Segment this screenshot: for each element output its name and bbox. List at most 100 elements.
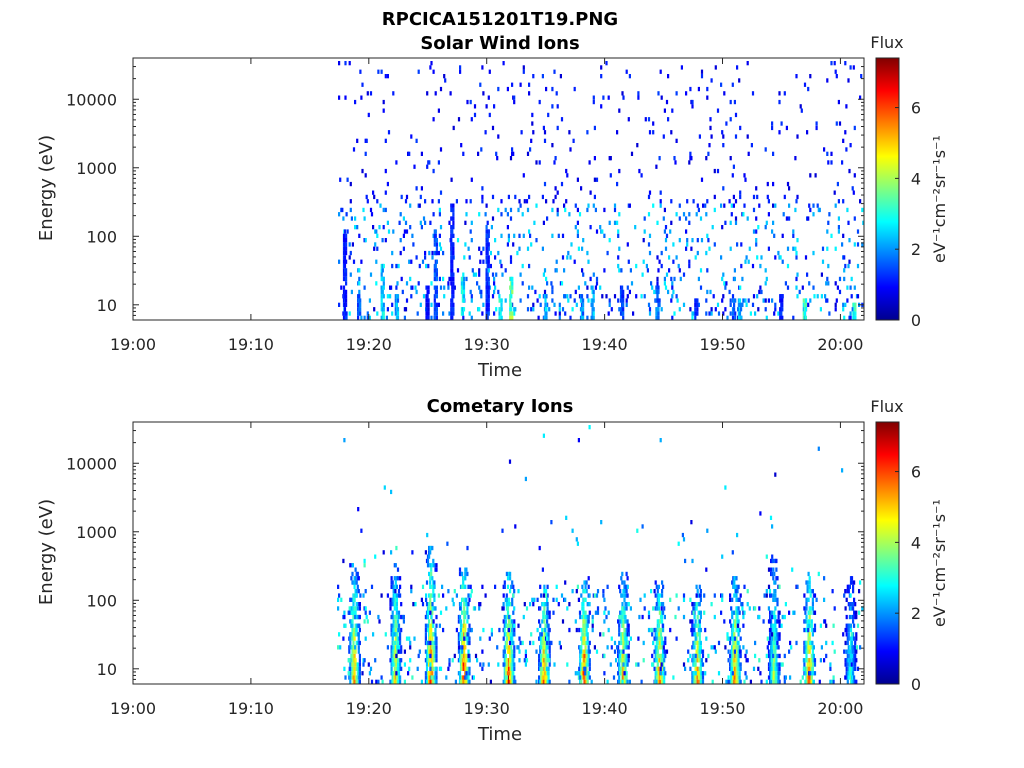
heatmap-cell [775, 627, 778, 633]
heatmap-cell [685, 216, 688, 221]
heatmap-cell [697, 207, 700, 213]
heatmap-cell [812, 250, 815, 256]
heatmap-cell [582, 606, 585, 611]
heatmap-cell [569, 315, 572, 320]
heatmap-cell [765, 593, 768, 598]
heatmap-cell [844, 675, 847, 680]
heatmap-cell [502, 619, 505, 624]
heatmap-cell [788, 186, 791, 191]
heatmap-cell [435, 623, 438, 628]
heatmap-cell [570, 242, 573, 247]
heatmap-cell [391, 580, 394, 585]
heatmap-cell [505, 571, 508, 577]
heatmap-cell [806, 580, 809, 585]
heatmap-cell [697, 645, 700, 650]
heatmap-cell [493, 289, 496, 295]
heatmap-cell [459, 619, 463, 624]
heatmap-cell [792, 246, 795, 251]
heatmap-cell [716, 168, 720, 174]
heatmap-cell [663, 640, 666, 646]
heatmap-cell [555, 584, 558, 589]
heatmap-cell [697, 658, 700, 663]
heatmap-cell [791, 567, 794, 572]
heatmap-cell [538, 99, 541, 105]
heatmap-cell [435, 658, 438, 663]
heatmap-cell [538, 658, 541, 663]
heatmap-cell [360, 315, 363, 320]
heatmap-cell [602, 593, 605, 598]
heatmap-cell [838, 276, 842, 282]
heatmap-cell [675, 91, 678, 96]
heatmap-cell [402, 619, 405, 624]
heatmap-cell [625, 69, 628, 74]
heatmap-cell [657, 636, 660, 641]
heatmap-cell [513, 589, 516, 594]
heatmap-cell [493, 104, 496, 109]
heatmap-cell [726, 632, 729, 637]
heatmap-cell [845, 632, 848, 637]
heatmap-cell [462, 276, 466, 282]
heatmap-cell [746, 658, 749, 663]
heatmap-cell [387, 229, 391, 234]
heatmap-cell [608, 298, 611, 303]
heatmap-cell [831, 640, 834, 646]
heatmap-cell [635, 263, 638, 269]
heatmap-cell [511, 315, 514, 320]
heatmap-cell [380, 69, 383, 74]
heatmap-cell [727, 679, 730, 684]
heatmap-cell [543, 606, 546, 611]
heatmap-cell [342, 250, 346, 256]
heatmap-cell [502, 636, 505, 641]
heatmap-cell [544, 602, 547, 607]
heatmap-cell [384, 632, 387, 637]
heatmap-cell [751, 263, 755, 269]
heatmap-cell [563, 268, 566, 273]
heatmap-cell [566, 173, 569, 178]
heatmap-cell [625, 671, 628, 676]
heatmap-cell [604, 606, 607, 611]
heatmap-cell [854, 649, 857, 654]
heatmap-cell [411, 285, 414, 290]
heatmap-cell [393, 632, 396, 637]
heatmap-cell [642, 259, 645, 264]
heatmap-cell [608, 302, 611, 307]
heatmap-cell [630, 281, 634, 286]
heatmap-cell [546, 640, 549, 646]
heatmap-cell [544, 623, 547, 628]
heatmap-cell [489, 250, 492, 256]
heatmap-cell [364, 238, 367, 243]
heatmap-cell [653, 589, 656, 594]
heatmap-cell [813, 671, 817, 676]
heatmap-cell [499, 259, 502, 264]
heatmap-cell [396, 619, 400, 624]
heatmap-cell [727, 649, 730, 654]
heatmap-cell [480, 250, 483, 256]
heatmap-cell [853, 675, 856, 680]
heatmap-cell [699, 268, 703, 273]
heatmap-cell [698, 619, 701, 624]
heatmap-cell [494, 285, 497, 290]
heatmap-cell [426, 623, 430, 628]
heatmap-cell [528, 91, 531, 96]
heatmap-cell [497, 289, 500, 295]
heatmap-cell [452, 207, 455, 213]
heatmap-cell [842, 302, 845, 307]
heatmap-cell [452, 272, 455, 277]
heatmap-cell [382, 315, 385, 320]
heatmap-cell [844, 263, 847, 269]
heatmap-cell [701, 671, 705, 676]
heatmap-cell [466, 610, 469, 615]
heatmap-cell [568, 679, 571, 684]
heatmap-cell [537, 315, 540, 320]
heatmap-cell [540, 679, 543, 684]
heatmap-cell [660, 95, 663, 100]
heatmap-cell [487, 268, 490, 273]
heatmap-cell [661, 675, 664, 680]
heatmap-cell [733, 302, 736, 307]
heatmap-cell [507, 233, 510, 238]
heatmap-cell [838, 289, 842, 295]
heatmap-cell [767, 298, 770, 303]
heatmap-cell [843, 276, 846, 282]
heatmap-cell [625, 658, 628, 663]
heatmap-cell [392, 597, 395, 602]
